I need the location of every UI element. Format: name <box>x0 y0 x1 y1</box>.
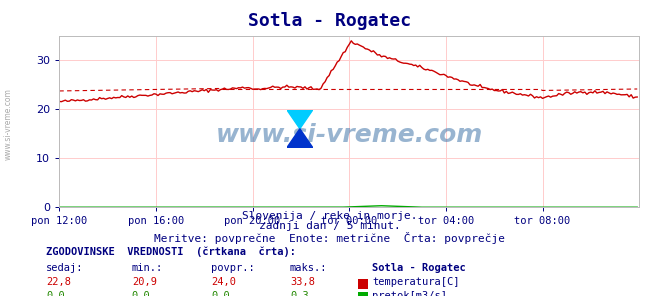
Text: Slovenija / reke in morje.: Slovenija / reke in morje. <box>242 211 417 221</box>
Text: sedaj:: sedaj: <box>46 263 84 273</box>
Text: 24,0: 24,0 <box>211 277 236 287</box>
Text: 0,0: 0,0 <box>46 291 65 296</box>
Text: www.si-vreme.com: www.si-vreme.com <box>3 89 13 160</box>
Text: pretok[m3/s]: pretok[m3/s] <box>372 291 447 296</box>
Text: Sotla - Rogatec: Sotla - Rogatec <box>248 12 411 30</box>
Text: 22,8: 22,8 <box>46 277 71 287</box>
Text: min.:: min.: <box>132 263 163 273</box>
Text: 0,0: 0,0 <box>132 291 150 296</box>
Text: maks.:: maks.: <box>290 263 328 273</box>
Text: ZGODOVINSKE  VREDNOSTI  (črtkana  črta):: ZGODOVINSKE VREDNOSTI (črtkana črta): <box>46 246 296 257</box>
Text: povpr.:: povpr.: <box>211 263 254 273</box>
Text: zadnji dan / 5 minut.: zadnji dan / 5 minut. <box>258 221 401 231</box>
Text: temperatura[C]: temperatura[C] <box>372 277 460 287</box>
Text: 0,3: 0,3 <box>290 291 308 296</box>
Text: Meritve: povprečne  Enote: metrične  Črta: povprečje: Meritve: povprečne Enote: metrične Črta:… <box>154 232 505 244</box>
Text: www.si-vreme.com: www.si-vreme.com <box>215 123 483 147</box>
Text: 20,9: 20,9 <box>132 277 157 287</box>
Text: 0,0: 0,0 <box>211 291 229 296</box>
Text: Sotla - Rogatec: Sotla - Rogatec <box>372 263 466 273</box>
Polygon shape <box>287 129 313 148</box>
Text: 33,8: 33,8 <box>290 277 315 287</box>
Polygon shape <box>287 110 313 129</box>
